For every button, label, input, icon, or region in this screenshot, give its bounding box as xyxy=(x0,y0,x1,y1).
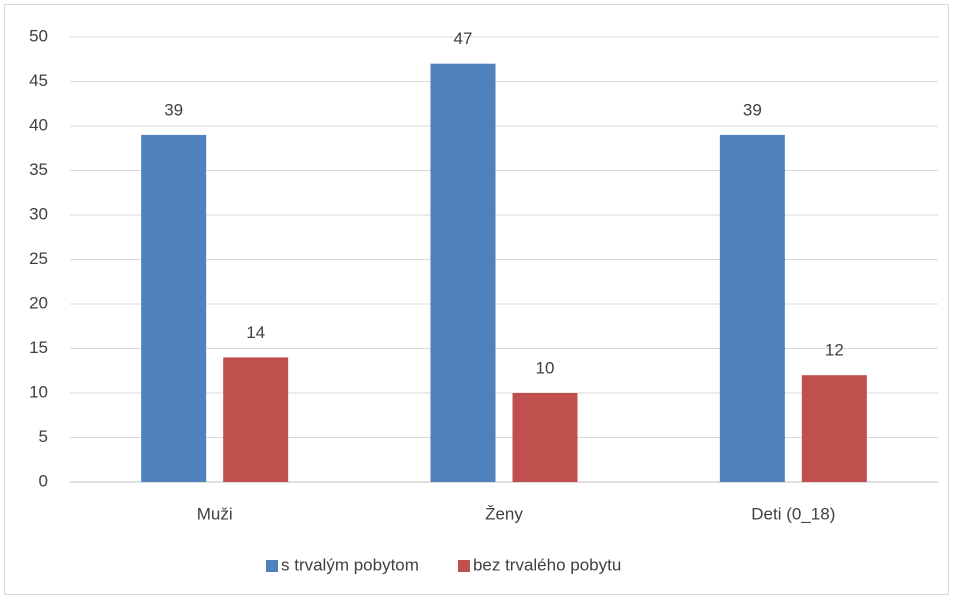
bar xyxy=(512,393,578,482)
legend-swatch xyxy=(457,560,470,572)
data-label: 47 xyxy=(454,29,473,48)
legend-label: bez trvalého pobytu xyxy=(473,555,621,574)
y-tick-label: 20 xyxy=(29,293,48,312)
data-label: 12 xyxy=(825,341,844,360)
bar xyxy=(801,375,867,482)
bar xyxy=(223,357,289,482)
x-tick-label: Ženy xyxy=(485,504,523,523)
data-label: 39 xyxy=(743,100,762,119)
legend-swatch xyxy=(266,560,278,572)
y-tick-label: 35 xyxy=(29,160,48,179)
y-tick-label: 30 xyxy=(29,204,48,223)
y-tick-label: 15 xyxy=(29,338,48,357)
y-tick-label: 5 xyxy=(39,427,48,446)
y-tick-label: 0 xyxy=(39,471,48,490)
x-tick-label: Muži xyxy=(197,504,233,523)
y-tick-label: 10 xyxy=(29,382,48,401)
y-tick-label: 25 xyxy=(29,249,48,268)
bar xyxy=(141,134,207,482)
bar xyxy=(719,134,785,482)
legend-label: s trvalým pobytom xyxy=(281,555,419,574)
bar xyxy=(430,63,496,482)
y-tick-label: 45 xyxy=(29,71,48,90)
y-tick-label: 50 xyxy=(29,26,48,45)
x-tick-label: Deti (0_18) xyxy=(751,504,835,523)
data-label: 14 xyxy=(246,323,265,342)
y-tick-label: 40 xyxy=(29,115,48,134)
data-label: 10 xyxy=(536,358,555,377)
data-label: 39 xyxy=(164,100,183,119)
